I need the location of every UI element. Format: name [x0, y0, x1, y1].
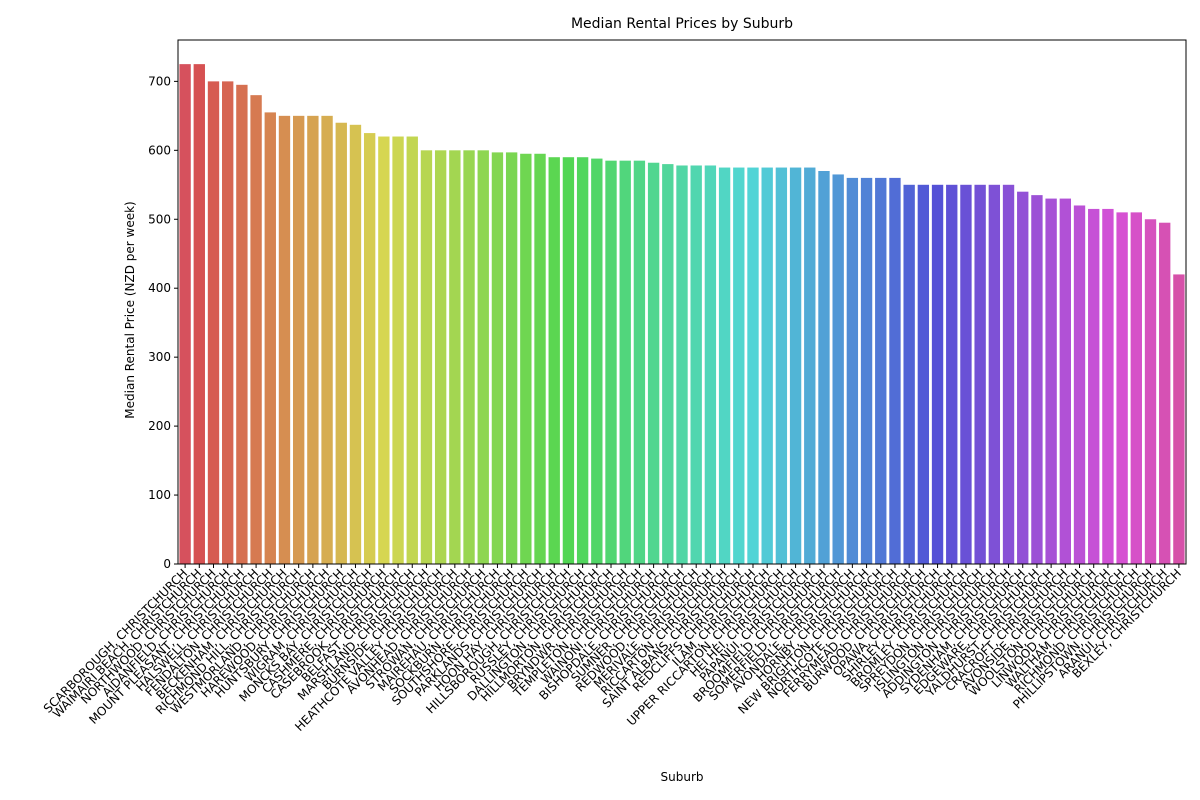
- y-axis-label: Median Rental Price (NZD per week): [123, 201, 137, 418]
- bar: [576, 157, 589, 565]
- bar: [363, 133, 376, 564]
- bar: [392, 136, 404, 565]
- bar: [832, 174, 844, 564]
- bar: [278, 115, 291, 564]
- bar: [1088, 208, 1100, 564]
- bar: [406, 136, 418, 565]
- bar: [875, 177, 887, 565]
- y-tick-label: 200: [148, 419, 171, 433]
- bar: [860, 177, 873, 565]
- bar: [633, 160, 646, 564]
- bar: [789, 167, 802, 565]
- bar: [662, 164, 674, 564]
- bar: [207, 81, 220, 565]
- bar: [1017, 191, 1029, 564]
- bar: [605, 160, 617, 564]
- bar: [676, 165, 688, 565]
- bar: [378, 136, 390, 565]
- bar: [931, 184, 944, 564]
- bar: [1116, 212, 1128, 565]
- y-tick-label: 500: [148, 212, 171, 226]
- bar: [236, 84, 248, 564]
- bar: [960, 184, 972, 564]
- bar: [988, 184, 1001, 564]
- bar: [974, 184, 986, 564]
- bar: [505, 152, 518, 564]
- bar: [647, 162, 660, 564]
- bar: [846, 177, 859, 565]
- bar: [1130, 212, 1142, 565]
- y-tick-label: 400: [148, 281, 171, 295]
- y-tick-label: 600: [148, 143, 171, 157]
- bar: [321, 115, 333, 564]
- bar: [477, 150, 489, 564]
- chart-title: Median Rental Prices by Suburb: [571, 16, 793, 32]
- bar: [349, 124, 362, 564]
- bar: [804, 167, 816, 565]
- bar: [179, 64, 191, 564]
- bar: [733, 167, 745, 565]
- bar: [1144, 219, 1157, 564]
- bar: [946, 184, 958, 564]
- y-tick-label: 700: [148, 74, 171, 88]
- bar: [704, 165, 717, 565]
- bar: [562, 157, 575, 565]
- bar: [193, 64, 205, 564]
- bar: [534, 153, 546, 564]
- bar: [1059, 198, 1072, 564]
- x-axis-label: Suburb: [661, 770, 704, 784]
- bar: [548, 157, 560, 565]
- bar: [520, 153, 532, 564]
- bar: [335, 122, 347, 564]
- y-tick-label: 100: [148, 488, 171, 502]
- bar: [250, 95, 262, 564]
- bar: [690, 165, 702, 565]
- bar: [903, 184, 915, 564]
- bar: [1045, 198, 1057, 564]
- bar: [264, 112, 276, 564]
- bar: [420, 150, 433, 564]
- bar: [761, 167, 773, 565]
- bar: [434, 150, 447, 564]
- bar: [1102, 208, 1114, 564]
- bar: [718, 167, 731, 565]
- bar: [591, 158, 603, 564]
- bar: [818, 171, 830, 564]
- bar: [1031, 195, 1043, 564]
- bar: [775, 167, 788, 565]
- bar: [619, 160, 631, 564]
- bar: [307, 115, 319, 564]
- y-tick-label: 300: [148, 350, 171, 364]
- bar: [747, 167, 759, 565]
- bar: [1073, 205, 1086, 564]
- bar: [292, 115, 305, 564]
- bar: [463, 150, 475, 564]
- plot-frame: [177, 39, 1187, 565]
- bar: [1173, 274, 1185, 564]
- bar: [1159, 222, 1171, 565]
- y-tick-label: 0: [163, 557, 171, 571]
- bar: [449, 150, 461, 564]
- bar: [889, 177, 901, 565]
- bar: [917, 184, 930, 564]
- bar: [1002, 184, 1015, 564]
- bar: [222, 81, 234, 565]
- bar: [491, 152, 504, 564]
